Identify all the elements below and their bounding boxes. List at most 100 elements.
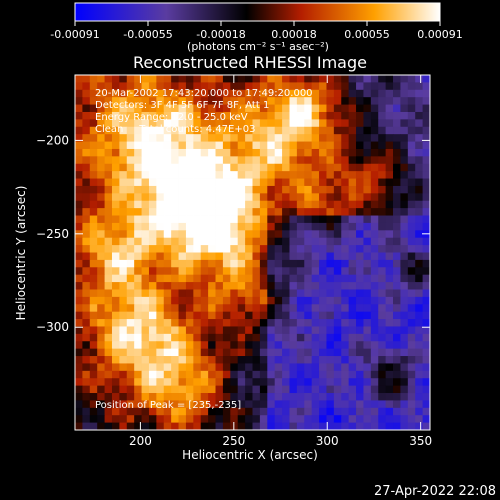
heatmap-cell xyxy=(148,171,157,179)
heatmap-cell xyxy=(126,311,135,320)
heatmap-cell xyxy=(200,289,209,298)
heatmap-cell xyxy=(230,363,239,372)
heatmap-cell xyxy=(178,104,187,113)
heatmap-cell xyxy=(148,200,157,209)
heatmap-cell xyxy=(141,104,150,113)
heatmap-cell xyxy=(356,215,364,224)
heatmap-cell xyxy=(319,341,327,350)
heatmap-cell xyxy=(363,156,372,165)
heatmap-cell xyxy=(282,267,290,276)
heatmap-cell xyxy=(245,422,253,431)
heatmap-cell xyxy=(333,222,342,231)
heatmap-cell xyxy=(148,134,157,142)
heatmap-cell xyxy=(282,385,290,394)
heatmap-cell xyxy=(126,237,135,246)
heatmap-cell xyxy=(274,245,283,253)
heatmap-cell xyxy=(385,171,394,179)
heatmap-cell xyxy=(259,163,268,172)
heatmap-cell xyxy=(311,215,320,224)
heatmap-cell xyxy=(141,185,150,194)
heatmap-cell xyxy=(178,333,187,342)
heatmap-cell xyxy=(134,252,142,261)
heatmap-cell xyxy=(311,82,320,91)
heatmap-cell xyxy=(134,97,142,105)
heatmap-cell xyxy=(356,185,364,194)
heatmap-cell xyxy=(326,134,335,142)
heatmap-cell xyxy=(304,407,313,416)
heatmap-cell xyxy=(267,274,276,283)
heatmap-cell xyxy=(185,185,194,194)
heatmap-cell xyxy=(215,252,224,261)
heatmap-cell xyxy=(319,289,327,298)
heatmap-cell xyxy=(75,296,83,305)
heatmap-cell xyxy=(304,259,313,268)
heatmap-cell xyxy=(319,215,327,224)
heatmap-cell xyxy=(208,407,216,416)
heatmap-cell xyxy=(282,82,290,91)
heatmap-cell xyxy=(259,393,268,401)
heatmap-cell xyxy=(111,363,120,372)
heatmap-cell xyxy=(141,126,150,135)
heatmap-cell xyxy=(259,356,268,364)
heatmap-cell xyxy=(237,89,246,98)
heatmap-cell xyxy=(185,163,194,172)
heatmap-cell xyxy=(407,200,416,209)
heatmap-cell xyxy=(193,230,202,239)
heatmap-cell xyxy=(75,222,83,231)
heatmap-cell xyxy=(185,415,194,424)
heatmap-cell xyxy=(111,185,120,194)
heatmap-cell xyxy=(245,333,253,342)
heatmap-cell xyxy=(304,222,313,231)
heatmap-cell xyxy=(259,348,268,357)
heatmap-cell xyxy=(208,185,216,194)
heatmap-cell xyxy=(356,193,364,202)
heatmap-cell xyxy=(200,348,209,357)
heatmap-cell xyxy=(237,393,246,401)
heatmap-cell xyxy=(126,97,135,105)
heatmap-cell xyxy=(311,89,320,98)
heatmap-cell xyxy=(222,422,231,431)
heatmap-cell xyxy=(304,252,313,261)
heatmap-cell xyxy=(208,385,216,394)
heatmap-cell xyxy=(400,119,409,128)
heatmap-cell xyxy=(134,304,142,313)
heatmap-cell xyxy=(407,319,416,327)
heatmap-cell xyxy=(289,148,298,157)
heatmap-cell xyxy=(422,178,431,187)
heatmap-cell xyxy=(208,126,216,135)
heatmap-cell xyxy=(97,296,105,305)
heatmap-cell xyxy=(245,230,253,239)
heatmap-cell xyxy=(89,378,98,387)
heatmap-cell xyxy=(370,311,379,320)
heatmap-cell xyxy=(370,393,379,401)
heatmap-cell xyxy=(245,119,253,128)
heatmap-cell xyxy=(97,363,105,372)
heatmap-cell xyxy=(237,400,246,409)
heatmap-cell xyxy=(111,274,120,283)
heatmap-cell xyxy=(296,363,305,372)
heatmap-cell xyxy=(348,274,357,283)
heatmap-cell xyxy=(163,237,172,246)
heatmap-cell xyxy=(134,89,142,98)
heatmap-cell xyxy=(333,407,342,416)
heatmap-cell xyxy=(178,237,187,246)
heatmap-cell xyxy=(311,326,320,335)
heatmap-cell xyxy=(422,378,431,387)
heatmap-cell xyxy=(185,370,194,379)
heatmap-cell xyxy=(356,252,364,261)
heatmap-cell xyxy=(178,385,187,394)
heatmap-cell xyxy=(363,252,372,261)
heatmap-cell xyxy=(385,356,394,364)
heatmap-cell xyxy=(304,89,313,98)
heatmap-cell xyxy=(259,134,268,142)
heatmap-cell xyxy=(393,274,401,283)
heatmap-cell xyxy=(289,333,298,342)
heatmap-cell xyxy=(82,111,91,120)
heatmap-cell xyxy=(185,385,194,394)
heatmap-cell xyxy=(326,126,335,135)
heatmap-cell xyxy=(274,378,283,387)
heatmap-cell xyxy=(171,178,179,187)
heatmap-cell xyxy=(104,222,113,231)
heatmap-cell xyxy=(208,289,216,298)
heatmap-cell xyxy=(296,326,305,335)
